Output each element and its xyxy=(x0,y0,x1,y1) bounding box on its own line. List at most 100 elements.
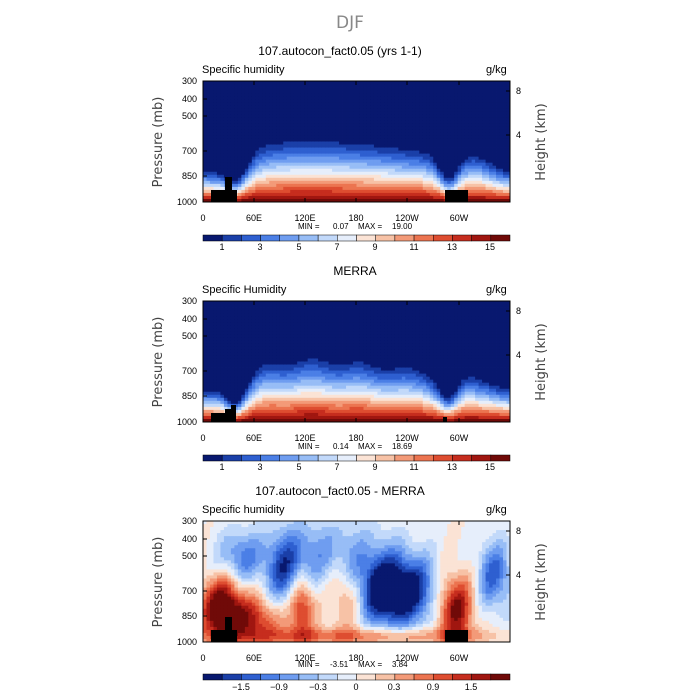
heatmap-cell xyxy=(230,376,235,381)
heatmap-cell xyxy=(478,183,483,188)
heatmap-cell xyxy=(422,114,427,118)
heatmap-cell xyxy=(248,355,253,359)
heatmap-cell xyxy=(290,147,295,151)
heatmap-cell xyxy=(206,141,211,145)
heatmap-cell xyxy=(286,343,291,347)
heatmap-cell xyxy=(314,418,319,423)
heatmap-cell xyxy=(307,310,312,314)
heatmap-cell xyxy=(401,162,406,167)
heatmap-cell xyxy=(248,316,253,320)
heatmap-cell xyxy=(237,129,242,133)
heatmap-cell xyxy=(492,132,497,136)
heatmap-cell xyxy=(314,81,319,85)
heatmap-cell xyxy=(485,162,490,167)
heatmap-cell xyxy=(230,373,235,378)
heatmap-cell xyxy=(328,102,333,106)
heatmap-cell xyxy=(209,129,214,133)
heatmap-cell xyxy=(220,147,225,151)
heatmap-cell xyxy=(377,135,382,139)
heatmap-plot xyxy=(202,80,511,203)
heatmap-cell xyxy=(311,162,316,167)
heatmap-cell xyxy=(415,141,420,145)
heatmap-cell xyxy=(398,165,403,170)
heatmap-cell xyxy=(422,87,427,91)
heatmap-cell xyxy=(429,147,434,151)
heatmap-cell xyxy=(279,376,284,381)
heatmap-cell xyxy=(464,96,469,100)
heatmap-cell xyxy=(353,114,357,118)
heatmap-cell xyxy=(241,162,246,167)
heatmap-cell xyxy=(440,186,445,191)
heatmap-cell xyxy=(213,150,218,154)
heatmap-cell xyxy=(293,385,298,390)
heatmap-cell xyxy=(401,180,406,185)
heatmap-cell xyxy=(234,129,239,133)
heatmap-cell xyxy=(454,99,459,103)
heatmap-cell xyxy=(489,195,493,200)
heatmap-cell xyxy=(237,331,242,335)
heatmap-cell xyxy=(290,81,295,85)
heatmap-cell xyxy=(492,141,497,145)
heatmap-cell xyxy=(328,180,333,185)
heatmap-cell xyxy=(387,153,392,158)
heatmap-cell xyxy=(471,195,476,200)
heatmap-cell xyxy=(297,313,302,317)
heatmap-cell xyxy=(318,114,323,118)
heatmap-cell xyxy=(304,364,309,368)
heatmap-cell xyxy=(272,409,277,414)
heatmap-cell xyxy=(496,171,500,176)
heatmap-cell xyxy=(290,114,295,118)
heatmap-cell xyxy=(478,186,483,191)
heatmap-cell xyxy=(311,334,316,338)
heatmap-cell xyxy=(339,138,343,142)
heatmap-cell xyxy=(258,373,263,378)
heatmap-cell xyxy=(290,361,295,365)
heatmap-cell xyxy=(366,192,371,197)
heatmap-cell xyxy=(506,171,511,176)
heatmap-cell xyxy=(255,156,260,161)
heatmap-cell xyxy=(478,99,483,103)
heatmap-cell xyxy=(300,403,305,408)
heatmap-cell xyxy=(373,192,378,197)
heatmap-cell xyxy=(398,168,403,173)
heatmap-cell xyxy=(220,349,225,353)
heatmap-cell xyxy=(272,141,277,145)
heatmap-cell xyxy=(213,367,218,371)
heatmap-cell xyxy=(290,319,295,323)
heatmap-cell xyxy=(255,102,260,106)
heatmap-cell xyxy=(499,180,504,185)
heatmap-cell xyxy=(377,186,382,191)
heatmap-cell xyxy=(237,159,242,164)
heatmap-cell xyxy=(258,183,263,188)
heatmap-cell xyxy=(440,144,445,148)
heatmap-cell xyxy=(415,99,420,103)
heatmap-cell xyxy=(401,150,406,154)
heatmap-cell xyxy=(377,168,382,173)
heatmap-cell xyxy=(489,147,493,151)
heatmap-cell xyxy=(454,114,459,118)
heatmap-cell xyxy=(503,81,507,85)
heatmap-cell xyxy=(433,141,438,145)
heatmap-cell xyxy=(366,108,371,112)
heatmap-cell xyxy=(415,84,420,88)
heatmap-cell xyxy=(283,198,288,203)
heatmap-cell xyxy=(290,183,295,188)
heatmap-cell xyxy=(328,153,333,158)
heatmap-cell xyxy=(433,102,438,106)
heatmap-cell xyxy=(342,99,347,103)
heatmap-cell xyxy=(311,373,316,378)
heatmap-cell xyxy=(213,346,218,350)
heatmap-cell xyxy=(447,99,452,103)
heatmap-cell xyxy=(496,102,500,106)
heatmap-cell xyxy=(349,138,354,142)
heatmap-cell xyxy=(237,138,242,142)
heatmap-cell xyxy=(216,358,221,362)
heatmap-cell xyxy=(440,84,445,88)
heatmap-cell xyxy=(356,132,361,136)
heatmap-cell xyxy=(353,162,357,167)
heatmap-cell xyxy=(359,153,364,158)
heatmap-cell xyxy=(471,186,476,191)
heatmap-cell xyxy=(485,90,490,94)
heatmap-cell xyxy=(227,108,232,112)
heatmap-cell xyxy=(290,138,295,142)
